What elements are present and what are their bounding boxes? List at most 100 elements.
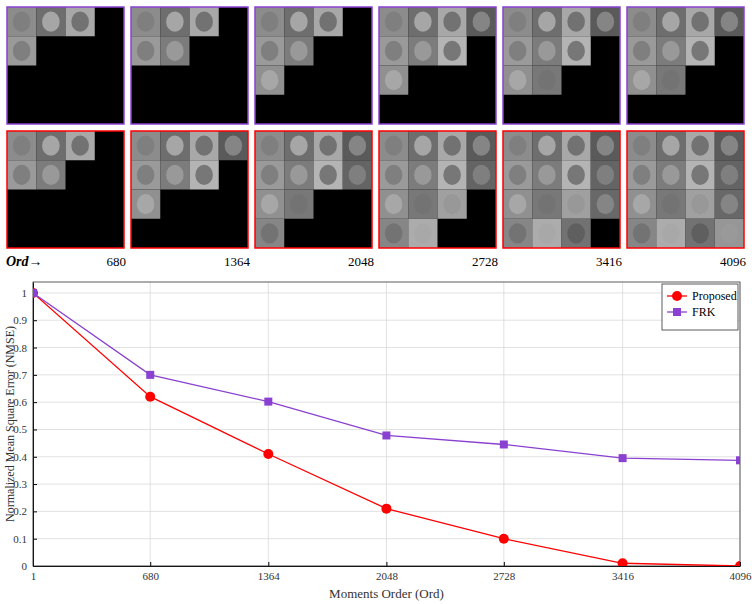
image-tile <box>715 7 744 36</box>
tile <box>379 160 408 189</box>
panel-row-label: Ord→ <box>6 254 43 269</box>
tile <box>190 7 219 36</box>
tile-detail <box>137 194 155 214</box>
image-tile <box>160 160 189 189</box>
tick-label: 1 <box>22 287 28 299</box>
tile <box>131 190 160 219</box>
tile <box>284 7 313 36</box>
image-tile <box>562 160 591 189</box>
image-tile <box>131 160 160 189</box>
tile-detail <box>261 194 279 214</box>
tile-detail <box>721 223 739 243</box>
image-tile <box>408 219 437 248</box>
tile-detail <box>13 165 31 185</box>
tile-detail <box>509 41 527 61</box>
panel <box>131 7 248 124</box>
tile-detail <box>721 165 739 185</box>
panel <box>255 131 372 248</box>
tile-detail <box>385 194 403 214</box>
image-tile <box>408 36 437 65</box>
tile-detail <box>166 11 184 31</box>
image-tile <box>190 7 219 36</box>
image-tile <box>160 7 189 36</box>
tile <box>7 160 36 189</box>
tile <box>379 36 408 65</box>
image-tile <box>686 7 715 36</box>
tile-detail <box>414 11 432 31</box>
data-point <box>382 431 390 439</box>
tile-detail <box>414 223 432 243</box>
tile-detail <box>721 11 739 31</box>
panel-border <box>379 131 496 248</box>
panel-order-label: 2728 <box>472 254 498 269</box>
tile <box>656 7 685 36</box>
tile-detail <box>166 135 184 155</box>
panel-background <box>379 7 496 124</box>
tile <box>131 36 160 65</box>
tile-detail <box>597 194 615 214</box>
image-tile <box>255 131 284 160</box>
tile-detail <box>261 11 279 31</box>
tile <box>627 131 656 160</box>
tile-detail <box>166 41 184 61</box>
tile <box>438 160 467 189</box>
tick-mark <box>150 562 151 566</box>
tick-label: 0.9 <box>13 314 27 326</box>
tile-detail <box>691 135 709 155</box>
tile-detail <box>691 11 709 31</box>
image-tile <box>255 190 284 219</box>
tile-detail <box>414 41 432 61</box>
tile-detail <box>567 135 585 155</box>
tile <box>36 131 65 160</box>
tile <box>408 160 437 189</box>
image-tile <box>131 36 160 65</box>
tick-mark <box>33 429 37 430</box>
tile <box>532 219 561 248</box>
tile-detail <box>691 223 709 243</box>
tile <box>408 7 437 36</box>
tile <box>715 219 744 248</box>
image-tile <box>408 131 437 160</box>
tile-detail <box>633 135 651 155</box>
tick-mark <box>268 562 269 566</box>
image-tile <box>532 66 561 95</box>
tile <box>160 36 189 65</box>
tick-mark <box>33 511 37 512</box>
tile <box>314 160 343 189</box>
image-tile <box>408 160 437 189</box>
tick: 680 <box>142 562 159 582</box>
plot-area <box>33 288 740 566</box>
tile-detail <box>414 135 432 155</box>
series-line <box>33 293 740 566</box>
tile <box>503 219 532 248</box>
panel-border <box>627 131 744 248</box>
tile-detail <box>567 11 585 31</box>
image-tile <box>438 7 467 36</box>
tile <box>160 131 189 160</box>
panel-background <box>627 131 744 248</box>
tile-detail <box>597 135 615 155</box>
tile-detail <box>290 41 308 61</box>
tile <box>379 7 408 36</box>
tile-detail <box>195 11 213 31</box>
image-tile <box>532 36 561 65</box>
tile <box>686 36 715 65</box>
data-point <box>619 454 627 462</box>
panel-background <box>503 131 620 248</box>
panel <box>379 7 496 124</box>
tile <box>314 7 343 36</box>
image-tile <box>379 131 408 160</box>
tile <box>66 7 95 36</box>
tile <box>532 160 561 189</box>
tile <box>627 7 656 36</box>
figure: Ord→680136420482728341640961680136420482… <box>0 0 752 604</box>
tick-label: 4096 <box>730 570 752 582</box>
tile <box>591 131 620 160</box>
panel-border <box>503 7 620 124</box>
image-tile <box>627 131 656 160</box>
tile-detail <box>71 11 89 31</box>
data-point <box>381 504 391 514</box>
tile-detail <box>137 41 155 61</box>
image-tile <box>686 36 715 65</box>
tile-detail <box>225 135 243 155</box>
